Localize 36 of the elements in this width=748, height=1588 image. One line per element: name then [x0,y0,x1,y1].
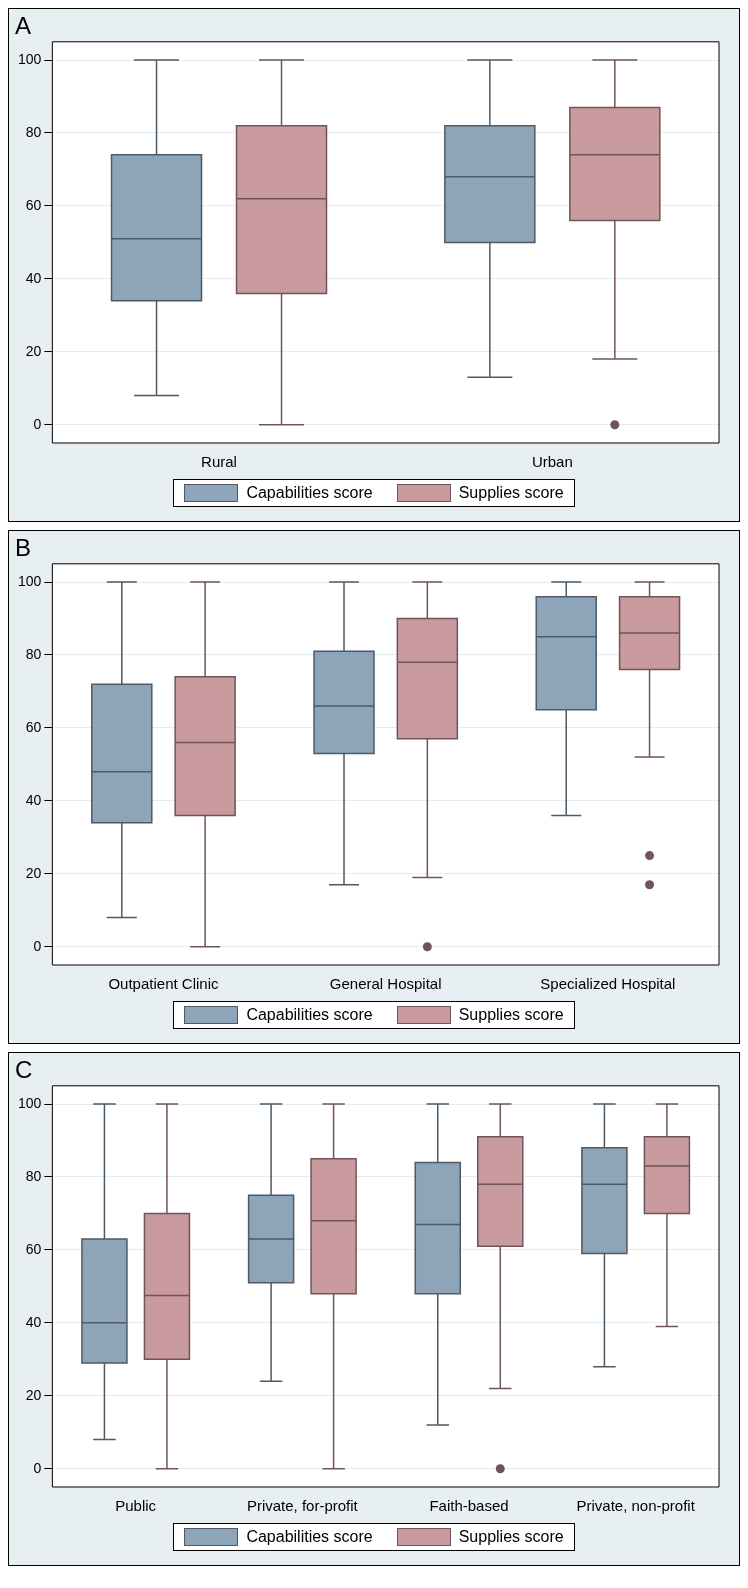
legend-label: Supplies score [458,1006,564,1024]
legend-label: Supplies score [458,1528,564,1546]
y-tick-label: 40 [25,1313,42,1330]
y-tick-label: 40 [25,791,42,808]
x-tick-label: General Hospital [329,975,442,993]
chart-title: C [15,1056,33,1084]
y-tick-label: 100 [18,1094,42,1111]
x-tick-label: Private, for-profit [246,1497,359,1515]
y-tick-label: 40 [25,269,42,286]
y-tick-label: 0 [33,415,42,432]
chart-title: A [15,12,32,40]
y-tick-label: 20 [25,864,42,881]
chart-title: B [15,534,32,562]
x-tick-label: Outpatient Clinic [108,975,219,993]
y-tick-label: 60 [25,196,42,213]
x-tick-label: Urban [531,453,573,471]
y-tick-label: 60 [25,1240,42,1257]
y-tick-label: 100 [18,572,42,589]
y-tick-label: 80 [25,645,42,662]
legend-label: Capabilities score [246,1528,373,1546]
y-tick-label: 80 [25,123,42,140]
y-tick-label: 20 [25,342,42,359]
legend-label: Capabilities score [246,1006,373,1024]
y-tick-label: 20 [25,1386,42,1403]
x-tick-label: Private, non-profit [576,1497,696,1515]
y-tick-label: 60 [25,718,42,735]
y-tick-label: 0 [33,1459,42,1476]
legend-label: Supplies score [458,484,564,502]
x-tick-label: Rural [201,453,237,471]
x-tick-label: Specialized Hospital [540,975,676,993]
y-tick-label: 100 [18,50,42,67]
legend-label: Capabilities score [246,484,373,502]
x-tick-label: Public [115,1497,157,1515]
y-tick-label: 0 [33,937,42,954]
x-tick-label: Faith-based [429,1497,509,1515]
y-tick-label: 80 [25,1167,42,1184]
